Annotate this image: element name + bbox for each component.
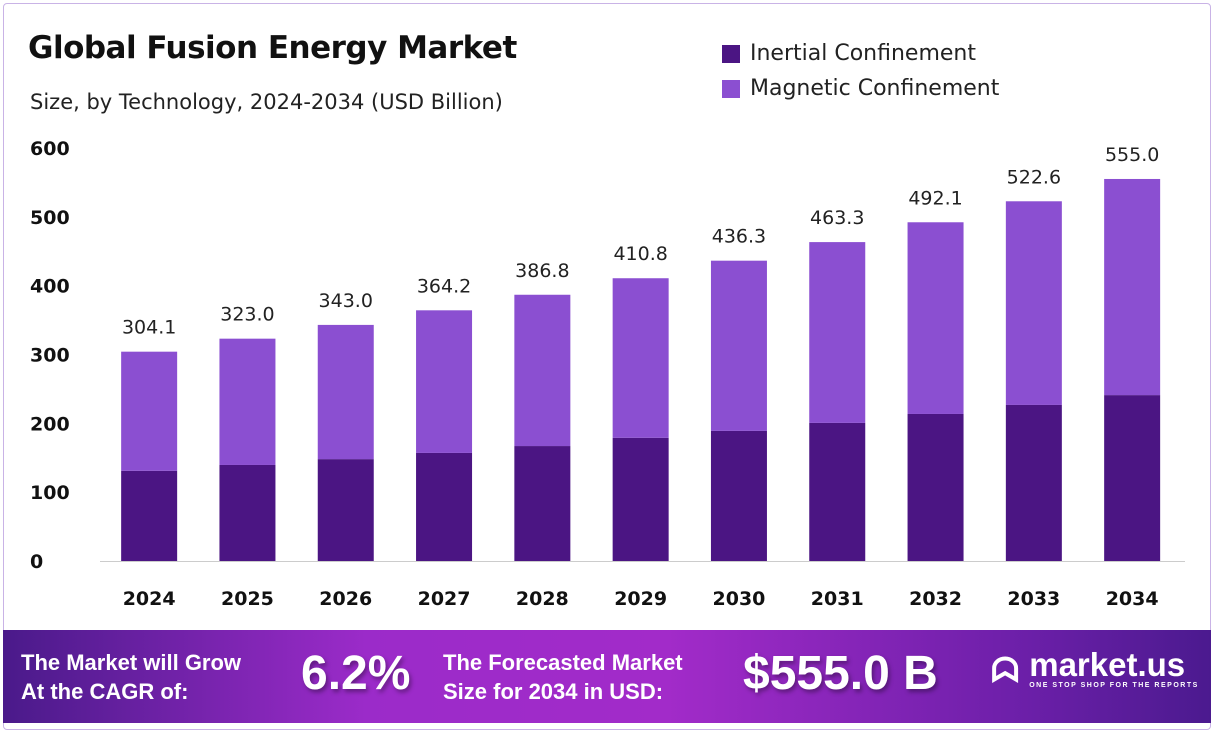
bar-magnetic xyxy=(907,222,964,414)
cagr-value: 6.2% xyxy=(301,647,411,700)
chart-frame xyxy=(3,3,1211,730)
y-tick-label: 400 xyxy=(30,276,70,298)
brand-logo: ᗣ market.us ONE STOP SHOP FOR THE REPORTS xyxy=(991,648,1199,691)
x-tick-label: 2028 xyxy=(516,588,569,610)
forecast-value: $555.0 B xyxy=(743,647,938,700)
bar-magnetic xyxy=(809,242,866,423)
data-label-total: 304.1 xyxy=(122,317,176,339)
bar-magnetic xyxy=(1005,201,1062,405)
bar-inertial xyxy=(121,470,178,561)
data-label-total: 343.0 xyxy=(319,290,373,312)
footer-banner: The Market will Grow At the CAGR of: 6.2%… xyxy=(3,630,1211,723)
y-tick-label: 0 xyxy=(30,551,43,573)
data-label-total: 386.8 xyxy=(515,260,569,282)
bar-inertial xyxy=(1005,404,1062,561)
y-tick-label: 500 xyxy=(30,207,70,229)
bar-inertial xyxy=(1104,395,1161,561)
chart-title: Global Fusion Energy Market xyxy=(28,30,517,66)
bar-magnetic xyxy=(219,338,276,465)
x-tick-label: 2034 xyxy=(1106,588,1159,610)
bar-inertial xyxy=(219,464,276,561)
bar-magnetic xyxy=(1104,178,1161,396)
bar-magnetic xyxy=(612,278,669,438)
data-label-total: 323.0 xyxy=(220,304,274,326)
cagr-label: The Market will Grow At the CAGR of: xyxy=(21,648,241,706)
x-tick-label: 2030 xyxy=(713,588,766,610)
x-tick-label: 2026 xyxy=(319,588,372,610)
forecast-line2: Size for 2034 in USD: xyxy=(443,679,664,704)
y-tick-label: 600 xyxy=(30,138,70,160)
data-label-total: 364.2 xyxy=(417,275,471,297)
cagr-line1: The Market will Grow xyxy=(21,650,242,675)
legend-label: Inertial Confinement xyxy=(750,41,976,66)
chart-subtitle: Size, by Technology, 2024-2034 (USD Bill… xyxy=(30,90,503,114)
data-label-total: 555.0 xyxy=(1105,144,1159,166)
bar-magnetic xyxy=(121,351,178,471)
data-label-total: 522.6 xyxy=(1007,166,1061,188)
bar-inertial xyxy=(710,430,767,561)
data-label-total: 463.3 xyxy=(810,207,864,229)
cagr-line2: At the CAGR of: xyxy=(21,679,189,704)
legend-swatch xyxy=(722,79,740,98)
x-tick-label: 2029 xyxy=(614,588,667,610)
bar-magnetic xyxy=(317,324,374,460)
bar-inertial xyxy=(612,437,669,561)
x-tick-label: 2032 xyxy=(909,588,962,610)
bar-inertial xyxy=(809,422,866,561)
forecast-line1: The Forecasted Market xyxy=(443,650,683,675)
bar-inertial xyxy=(317,459,374,561)
x-tick-label: 2025 xyxy=(221,588,274,610)
legend-item-magnetic: Magnetic Confinement xyxy=(722,71,999,106)
bar-magnetic xyxy=(416,310,473,453)
data-label-total: 410.8 xyxy=(613,243,667,265)
y-tick-label: 200 xyxy=(30,413,70,435)
data-label-total: 492.1 xyxy=(908,187,962,209)
y-tick-label: 300 xyxy=(30,345,70,367)
bar-magnetic xyxy=(514,294,571,447)
forecast-label: The Forecasted Market Size for 2034 in US… xyxy=(443,648,683,706)
bar-inertial xyxy=(416,452,473,561)
bar-magnetic xyxy=(710,260,767,431)
legend-swatch xyxy=(722,44,740,63)
bar-inertial xyxy=(514,446,571,561)
bar-chart: 0 100 200 300 400 500 600 304.1 2024 323.0 2025 343… xyxy=(30,138,1185,610)
bar-inertial xyxy=(907,413,964,561)
x-tick-label: 2033 xyxy=(1007,588,1060,610)
x-tick-label: 2024 xyxy=(123,588,176,610)
x-tick-label: 2027 xyxy=(418,588,471,610)
legend-item-inertial: Inertial Confinement xyxy=(722,36,999,71)
brand-name: market.us xyxy=(1029,646,1186,683)
x-tick-label: 2031 xyxy=(811,588,864,610)
y-tick-label: 100 xyxy=(30,482,70,504)
legend: Inertial Confinement Magnetic Confinemen… xyxy=(722,36,999,106)
legend-label: Magnetic Confinement xyxy=(750,76,1000,101)
data-label-total: 436.3 xyxy=(712,226,766,248)
logo-mark-icon: ᗣ xyxy=(991,650,1020,691)
brand-tagline: ONE STOP SHOP FOR THE REPORTS xyxy=(1029,682,1199,689)
